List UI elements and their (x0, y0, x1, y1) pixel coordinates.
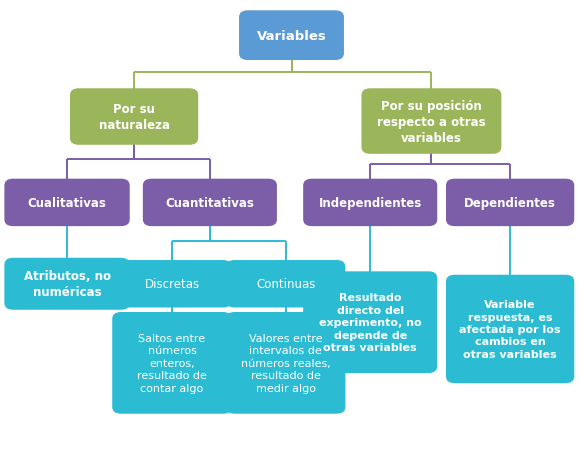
Text: Por su posición
respecto a otras
variables: Por su posición respecto a otras variabl… (377, 99, 486, 144)
FancyBboxPatch shape (143, 179, 277, 226)
FancyBboxPatch shape (5, 179, 129, 226)
Text: Resultado
directo del
experimento, no
depende de
otras variables: Resultado directo del experimento, no de… (319, 293, 422, 352)
FancyBboxPatch shape (226, 261, 345, 308)
FancyBboxPatch shape (112, 312, 231, 414)
Text: Por su
naturaleza: Por su naturaleza (99, 103, 170, 132)
Text: Atributos, no
numéricas: Atributos, no numéricas (23, 270, 111, 299)
FancyBboxPatch shape (361, 89, 501, 154)
FancyBboxPatch shape (303, 272, 437, 373)
FancyBboxPatch shape (446, 179, 574, 226)
Text: Valores entre
intervalos de
números reales,
resultado de
medir algo: Valores entre intervalos de números real… (241, 333, 331, 393)
FancyBboxPatch shape (303, 179, 437, 226)
Text: Discretas: Discretas (145, 278, 199, 290)
FancyBboxPatch shape (70, 89, 198, 145)
FancyBboxPatch shape (112, 261, 231, 308)
Text: Cuantitativas: Cuantitativas (166, 197, 254, 209)
FancyBboxPatch shape (446, 275, 574, 383)
Text: Variable
respuesta, es
afectada por los
cambios en
otras variables: Variable respuesta, es afectada por los … (459, 299, 561, 359)
FancyBboxPatch shape (239, 11, 344, 61)
Text: Independientes: Independientes (318, 197, 422, 209)
Text: Continuas: Continuas (256, 278, 315, 290)
Text: Saltos entre
números
enteros,
resultado de
contar algo: Saltos entre números enteros, resultado … (137, 333, 207, 393)
FancyBboxPatch shape (226, 312, 345, 414)
Text: Variables: Variables (257, 30, 326, 42)
Text: Cualitativas: Cualitativas (27, 197, 107, 209)
Text: Dependientes: Dependientes (464, 197, 556, 209)
FancyBboxPatch shape (5, 258, 129, 310)
